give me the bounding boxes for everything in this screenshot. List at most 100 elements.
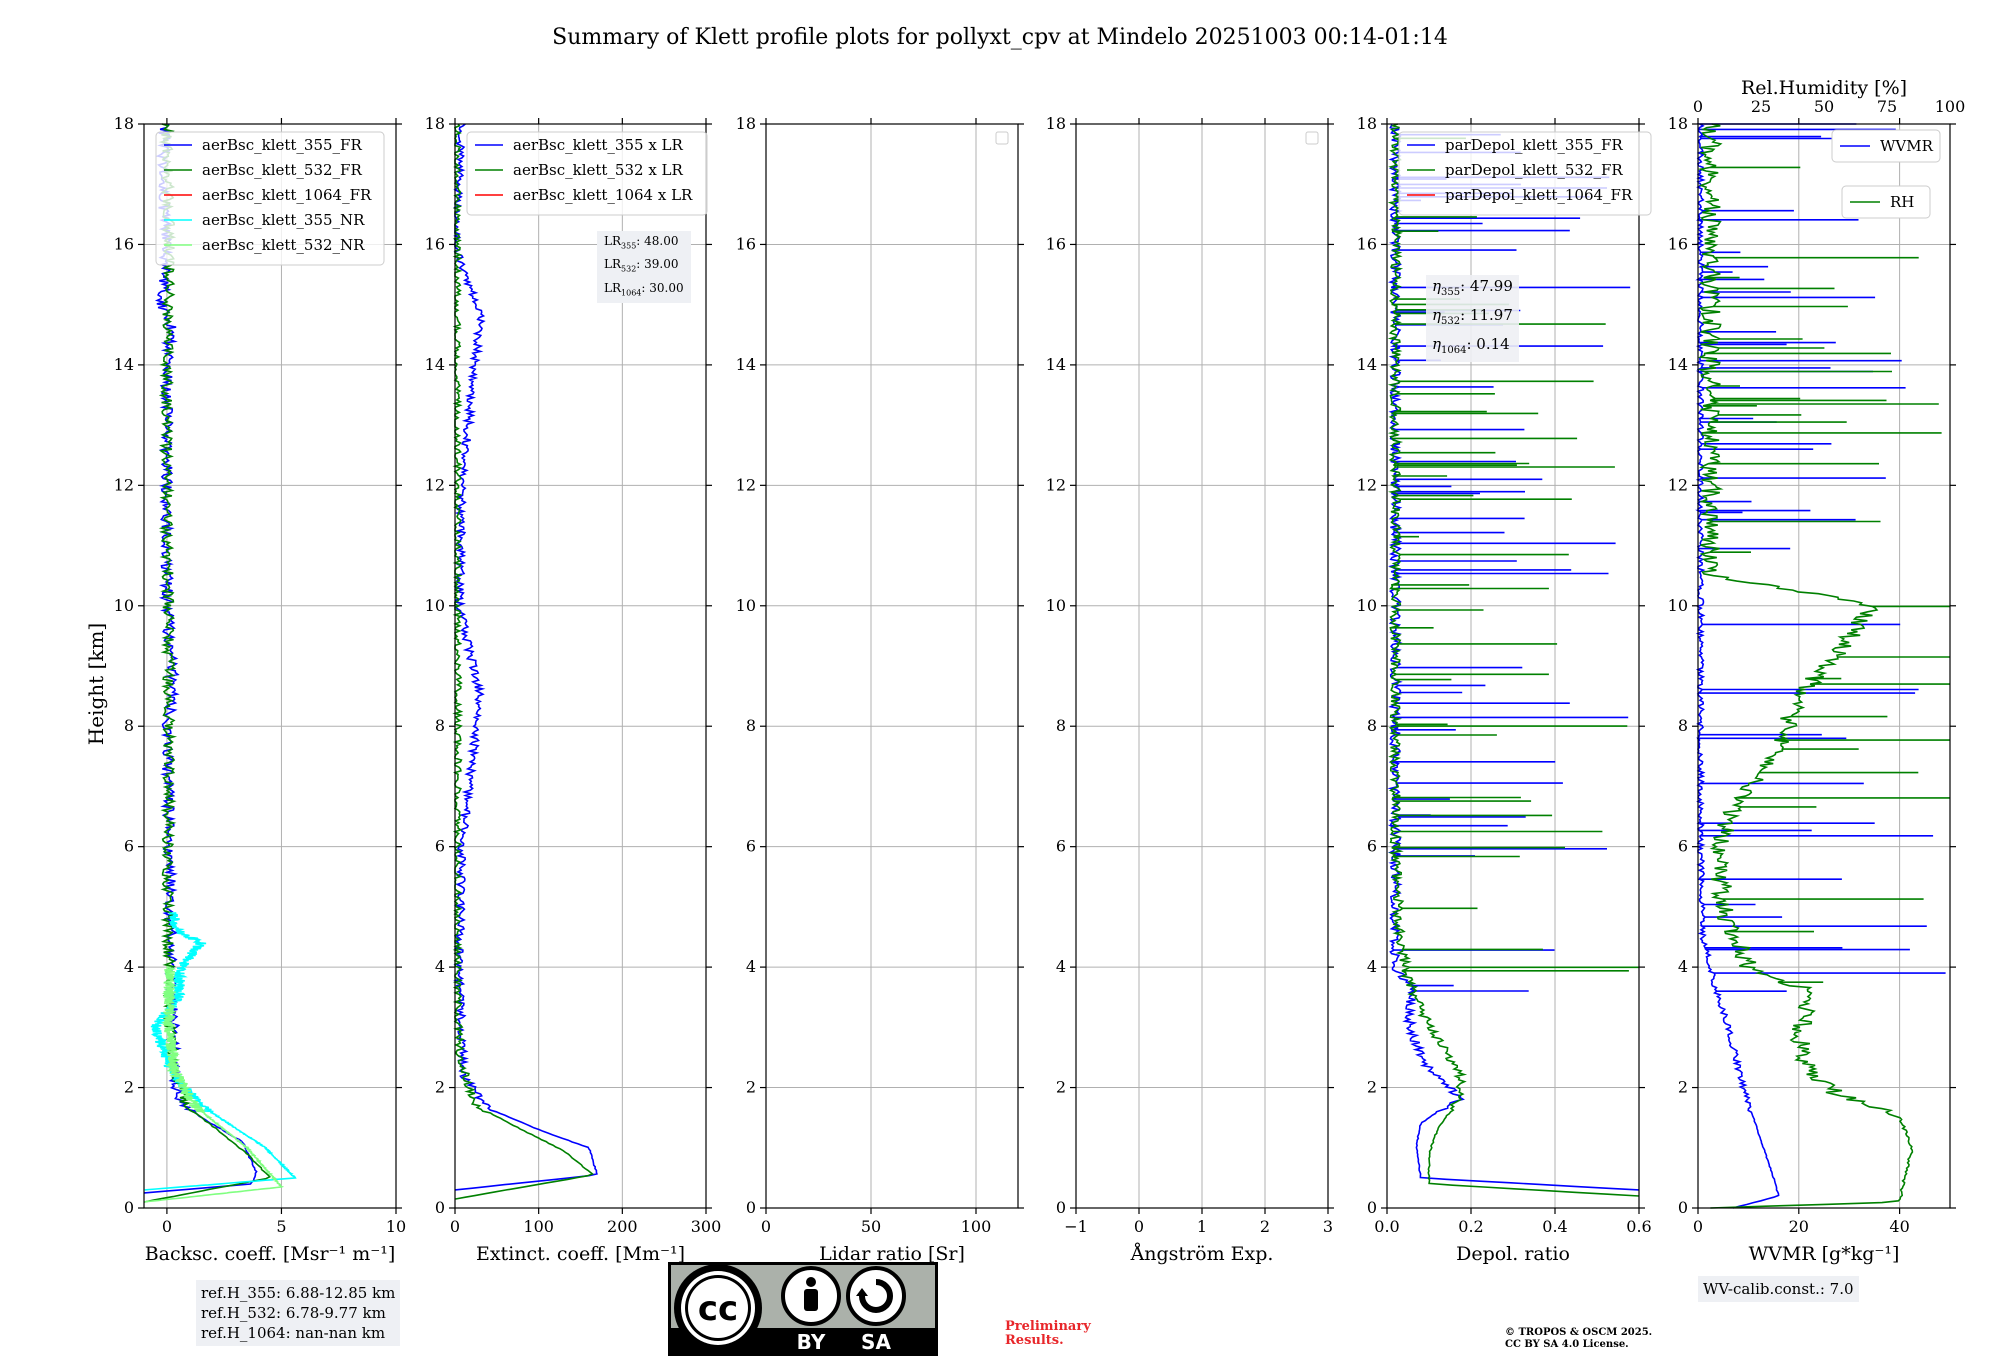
x-tick-label: 50 <box>861 1217 881 1236</box>
by-person-body <box>804 1289 818 1311</box>
y-tick-label: 12 <box>1668 475 1688 494</box>
y-tick-label: 4 <box>124 957 134 976</box>
wv-calib-box: WV-calib.const.: 7.0 <box>1698 1276 1859 1302</box>
legend: parDepol_klett_355_FR parDepol_klett_532_… <box>1398 131 1652 216</box>
legend: aerBsc_klett_355 x LR aerBsc_klett_532 x … <box>466 131 708 216</box>
y-tick-label: 18 <box>114 114 134 133</box>
y-tick-label: 14 <box>1357 355 1377 374</box>
x-tick-label: 200 <box>607 1217 638 1236</box>
top-tick-label: 25 <box>1751 97 1771 116</box>
y-tick-label: 4 <box>1678 957 1688 976</box>
legend-label: WVMR <box>1880 137 1934 155</box>
x-tick-label: 0 <box>1134 1217 1144 1236</box>
axes-frame <box>454 123 707 1209</box>
y-tick-label: 10 <box>114 596 134 615</box>
lr-532-line: LR532: 39.00 <box>604 257 679 274</box>
x-tick-label: 3 <box>1323 1217 1333 1236</box>
top-tick-label: 0 <box>1693 97 1703 116</box>
eta-1064-line: η1064: 0.14 <box>1432 335 1510 356</box>
axes-frame <box>765 123 1019 1209</box>
y-tick-label: 8 <box>1056 716 1066 735</box>
eta-355-line: η355: 47.99 <box>1432 277 1513 298</box>
y-tick-label: 4 <box>746 957 756 976</box>
series-RH <box>1697 123 1950 1209</box>
y-tick-label: 18 <box>1357 114 1377 133</box>
x-axis-label: Extinct. coeff. [Mm⁻¹] <box>476 1243 685 1265</box>
copyright-note: © TROPOS & OSCM 2025. CC BY SA 4.0 Licen… <box>1505 1327 1652 1351</box>
series-WVMR <box>1695 123 1946 1209</box>
preliminary-note: Preliminary Results. <box>1005 1320 1091 1348</box>
legend-box <box>466 131 708 216</box>
x-axis-label: Ångström Exp. <box>1130 1243 1274 1265</box>
preliminary-line-2: Results. <box>1005 1333 1064 1348</box>
empty-legend-box <box>995 131 1009 145</box>
y-tick-label: 18 <box>1046 114 1066 133</box>
series-aerBsc_klett_355_FR <box>144 123 258 1194</box>
lr-1064-line: LR1064: 30.00 <box>604 280 684 298</box>
y-tick-label: 14 <box>114 355 134 374</box>
legend-label: parDepol_klett_355_FR <box>1445 136 1623 154</box>
y-tick-label: 2 <box>746 1078 756 1097</box>
legend-label: aerBsc_klett_1064 x LR <box>513 186 693 204</box>
empty-legend-box <box>1305 131 1319 145</box>
y-tick-label: 6 <box>746 837 756 856</box>
legend-box <box>1831 129 1941 163</box>
legend-box <box>155 131 385 266</box>
top-tick-label: 50 <box>1814 97 1834 116</box>
eta-box: η355: 47.99 η532: 11.97 η1064: 0.14 <box>1426 275 1519 362</box>
ref-h-532: ref.H_532: 6.78-9.77 km <box>201 1304 386 1322</box>
copyright-line-2: CC BY SA 4.0 License. <box>1505 1339 1629 1350</box>
x-tick-label: 0 <box>1693 1217 1703 1236</box>
y-tick-label: 18 <box>736 114 756 133</box>
x-tick-label: 10 <box>386 1217 406 1236</box>
y-tick-label: 10 <box>1668 596 1688 615</box>
y-tick-label: 0 <box>1678 1198 1688 1217</box>
y-tick-label: 2 <box>1367 1078 1377 1097</box>
legend-rh: RH <box>1841 185 1931 219</box>
y-tick-label: 2 <box>1678 1078 1688 1097</box>
y-tick-label: 16 <box>1668 234 1688 253</box>
ref-h-1064: ref.H_1064: nan-nan km <box>201 1324 386 1342</box>
y-tick-label: 10 <box>736 596 756 615</box>
legend-label: parDepol_klett_1064_FR <box>1445 186 1633 204</box>
y-tick-label: 0 <box>124 1198 134 1217</box>
y-tick-label: 12 <box>736 475 756 494</box>
y-tick-label: 14 <box>1046 355 1066 374</box>
reference-height-box: ref.H_355: 6.88-12.85 km ref.H_532: 6.78… <box>196 1280 401 1346</box>
top-axis-label: Rel.Humidity [%] <box>1741 77 1907 99</box>
legend-label: aerBsc_klett_355_FR <box>202 136 362 154</box>
y-tick-label: 10 <box>1357 596 1377 615</box>
y-tick-label: 6 <box>1056 837 1066 856</box>
legend-label: aerBsc_klett_532_FR <box>202 161 362 179</box>
panel-extinction: 0 2 4 6 8 10 12 14 16 18 0 100 200 300 Extinct. coeff.… <box>425 114 722 1265</box>
cc-by-sa-badge-icon: cc BY SA <box>668 1262 938 1356</box>
legend-label: aerBsc_klett_355 x LR <box>513 136 684 154</box>
x-axis-label: Depol. ratio <box>1456 1243 1570 1265</box>
preliminary-line-1: Preliminary <box>1005 1319 1091 1334</box>
y-tick-label: 8 <box>124 716 134 735</box>
y-tick-label: 12 <box>425 475 445 494</box>
legend-box <box>1398 131 1652 216</box>
panel-backscatter: 0 2 4 6 8 10 12 14 16 18 0 5 10 Backsc. coeff. [Msr⁻¹… <box>114 114 407 1265</box>
x-tick-label: 0 <box>761 1217 771 1236</box>
x-tick-label: 0.0 <box>1374 1217 1399 1236</box>
y-tick-label: 0 <box>1056 1198 1066 1217</box>
y-tick-label: 16 <box>425 234 445 253</box>
x-tick-label: 0 <box>450 1217 460 1236</box>
legend-label: RH <box>1890 193 1914 211</box>
sa-arrow-arc <box>859 1279 893 1313</box>
y-tick-label: 8 <box>1367 716 1377 735</box>
y-tick-label: 2 <box>124 1078 134 1097</box>
by-person-head <box>806 1277 816 1287</box>
x-tick-label: 0.2 <box>1458 1217 1483 1236</box>
panel-depol: 0 2 4 6 8 10 12 14 16 18 0.0 0.2 0.4 0.6 Depol. ratio p… <box>1357 114 1652 1265</box>
x-tick-label: 5 <box>276 1217 286 1236</box>
top-tick-label: 75 <box>1877 97 1897 116</box>
series-aerBsc_klett_355 x LR <box>453 123 598 1191</box>
series-aerBsc_klett_355_NR <box>144 912 297 1191</box>
y-tick-label: 8 <box>746 716 756 735</box>
legend-label: parDepol_klett_532_FR <box>1445 161 1623 179</box>
